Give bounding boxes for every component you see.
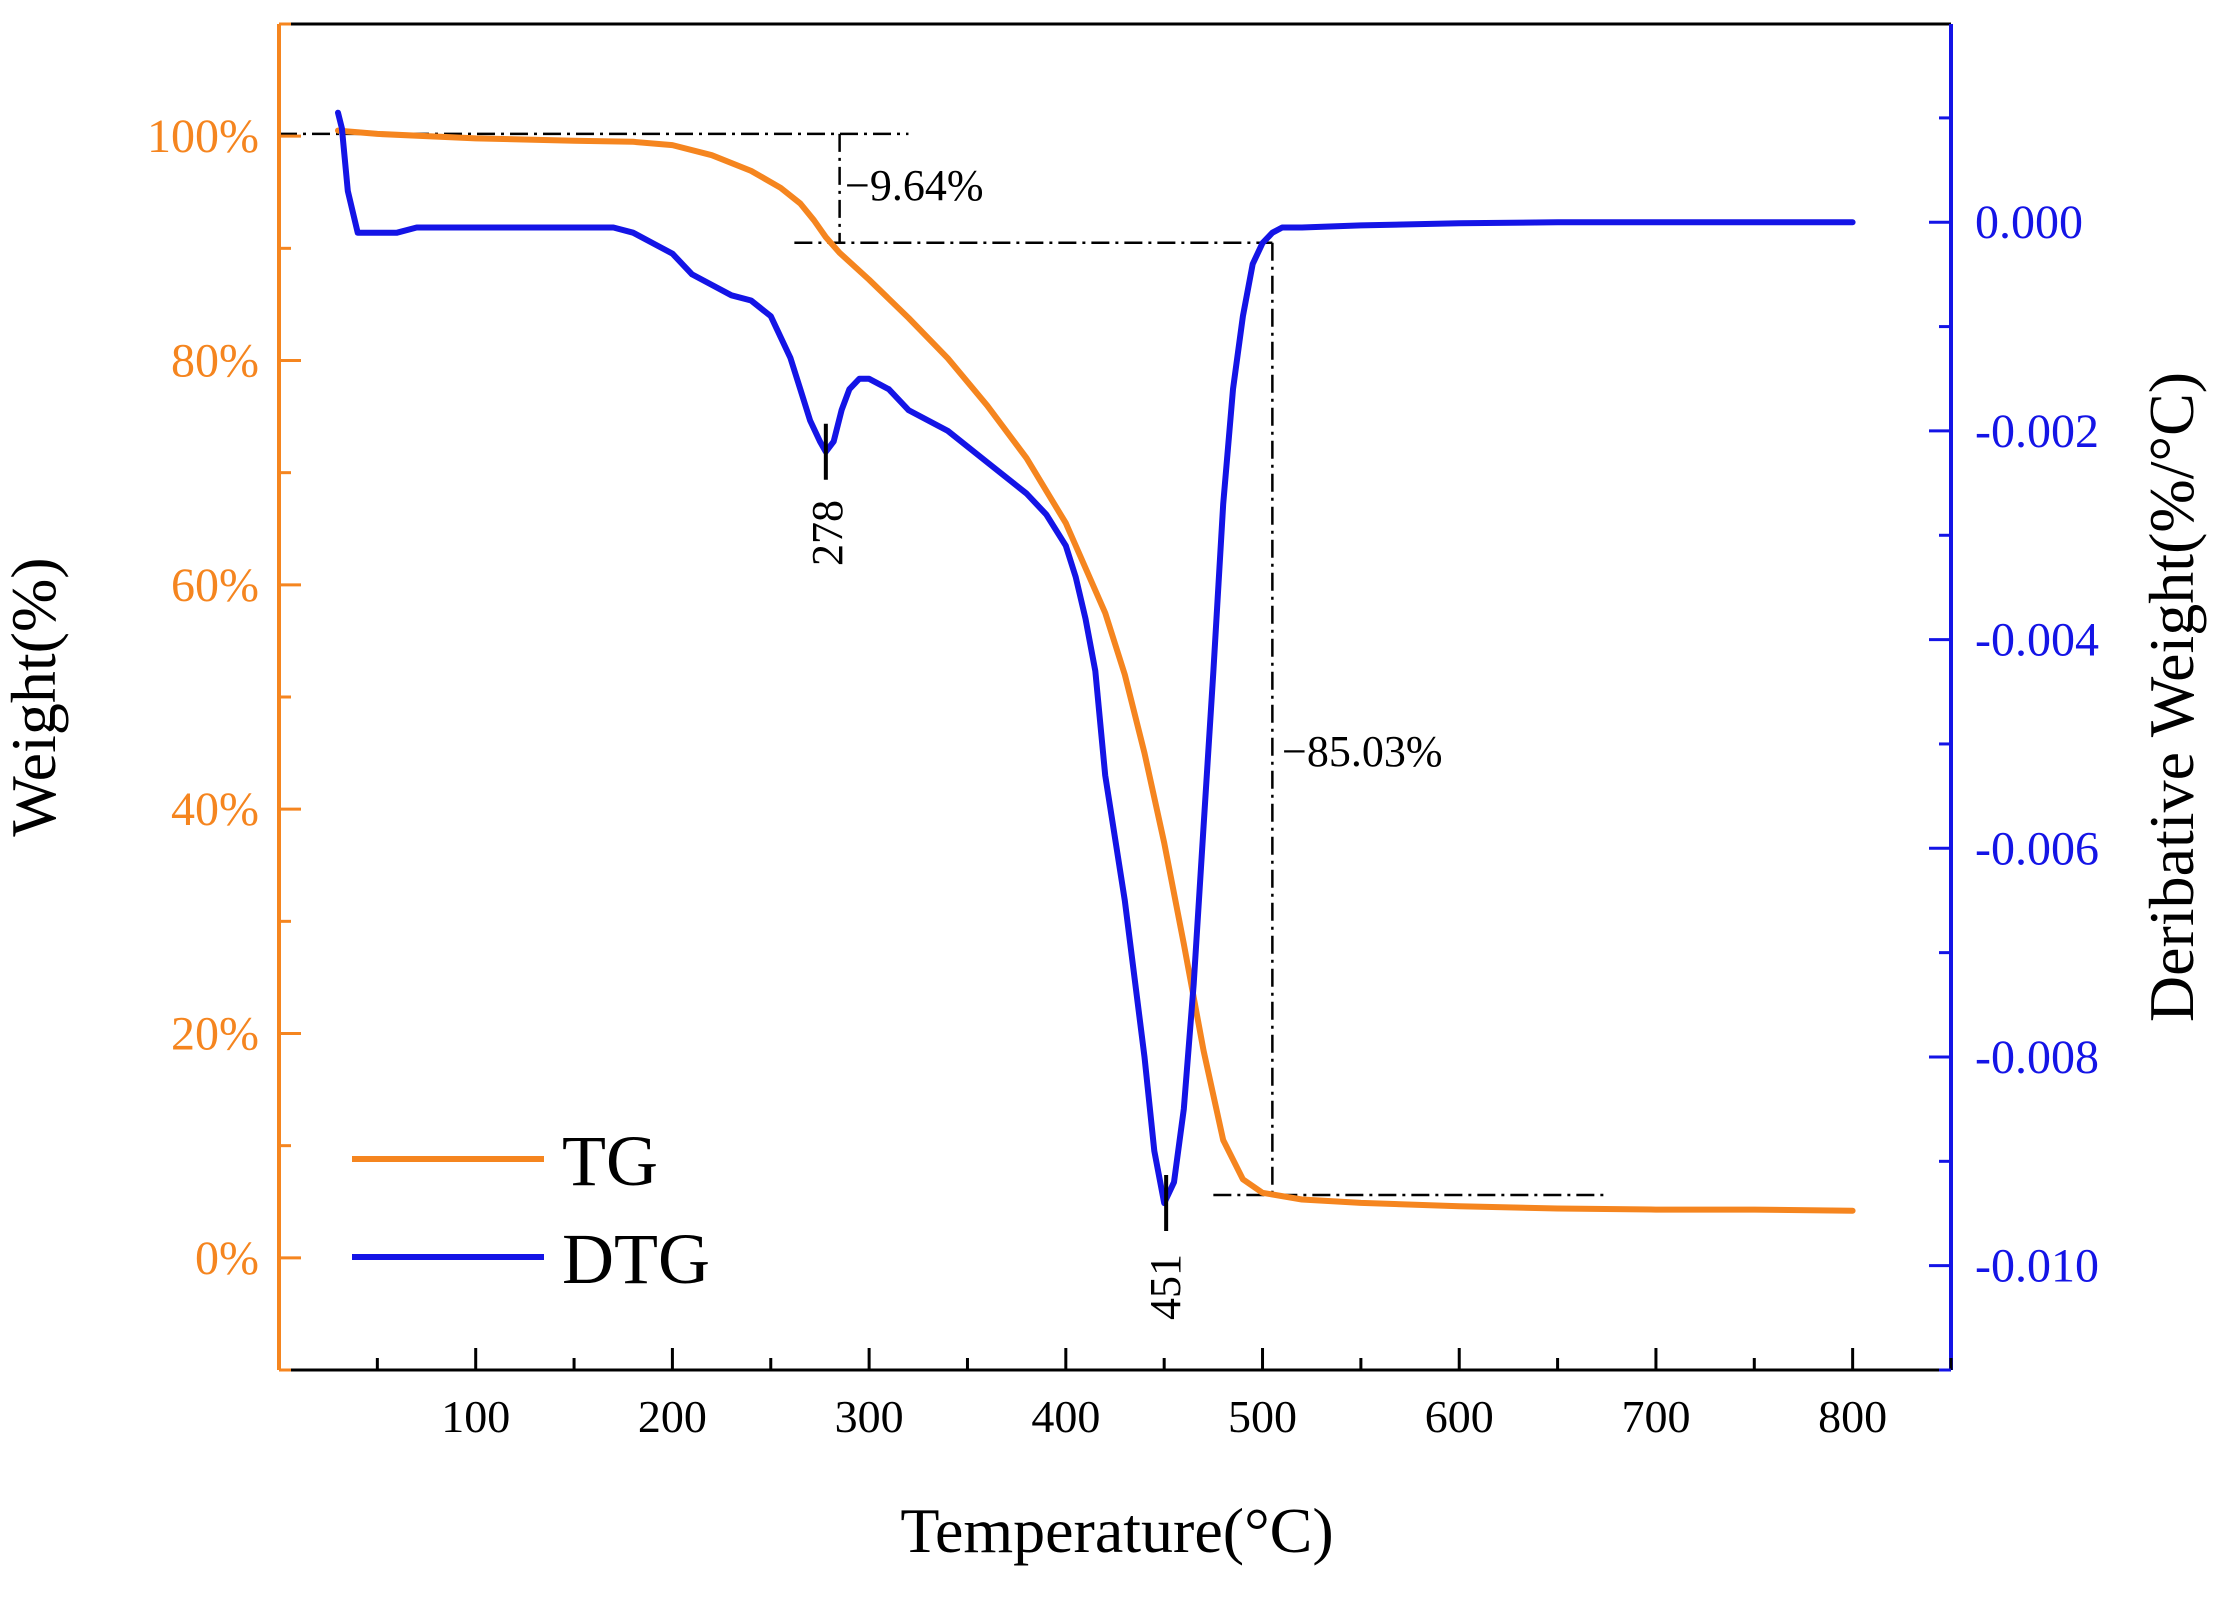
y-right-tick-label: -0.008 [1975,1031,2099,1084]
legend-dtg-label: DTG [562,1219,710,1299]
x-tick-labels: 100 200 300 400 500 600 700 800 [441,1391,1887,1442]
x-tick-label: 500 [1228,1391,1297,1442]
y-left-tick-label: 0% [195,1232,259,1285]
annotation-peak-278: 278 [803,500,852,566]
axes-layer [277,22,1953,1372]
peak-markers [823,423,1169,1232]
x-tick-label: 700 [1621,1391,1690,1442]
annotation-weight-loss-1: −9.64% [845,161,983,210]
x-tick-label: 800 [1818,1391,1887,1442]
y-left-tick-label: 100% [147,110,259,163]
y-right-tick-label: -0.004 [1975,614,2099,667]
y-right-tick-labels: 0.000 -0.002 -0.004 -0.006 -0.008 -0.010 [1975,196,2099,1292]
y-left-tick-label: 20% [171,1008,259,1061]
y-left-tick-label: 60% [171,559,259,612]
x-axis-label: Temperature(°C) [900,1495,1333,1566]
annotation-weight-loss-2: −85.03% [1282,727,1442,776]
series-tg-line [335,127,1856,1214]
y-right-tick-label: -0.002 [1975,405,2099,458]
x-tick-label: 600 [1425,1391,1494,1442]
y-left-axis-label: Weight(%) [0,557,69,836]
y-right-axis-label: Deribative Weight(%/°C) [2136,372,2207,1022]
series-dtg-line [335,109,1856,1207]
y-right-tick-label: 0.000 [1975,196,2083,249]
x-tick-label: 400 [1031,1391,1100,1442]
annotation-peak-451: 451 [1141,1254,1190,1320]
y-left-tick-label: 40% [171,783,259,836]
x-tick-label: 100 [441,1391,510,1442]
legend-tg-label: TG [562,1121,658,1201]
y-right-tick-label: -0.006 [1975,822,2099,875]
y-left-tick-labels: 0% 20% 40% 60% 80% 100% [147,110,259,1285]
x-tick-label: 200 [638,1391,707,1442]
y-left-tick-label: 80% [171,335,259,388]
x-tick-label: 300 [835,1391,904,1442]
series-layer [335,109,1856,1214]
legend: TG DTG [352,1121,710,1299]
y-right-tick-label: -0.010 [1975,1240,2099,1293]
